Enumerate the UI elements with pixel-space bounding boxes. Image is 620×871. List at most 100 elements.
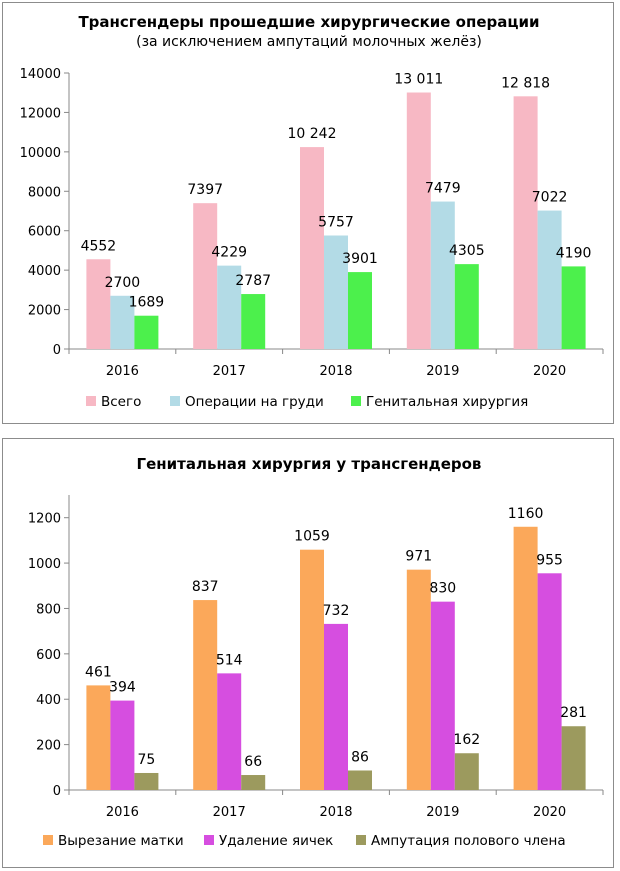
- y-tick-label: 6000: [28, 225, 61, 240]
- data-label: 837: [192, 579, 219, 595]
- legend-entry: Генитальная хирургия: [366, 394, 528, 410]
- data-label: 514: [216, 652, 243, 668]
- bar: [86, 259, 111, 349]
- bar: [430, 201, 455, 349]
- bar: [348, 272, 372, 349]
- bar: [110, 295, 135, 349]
- bar: [454, 753, 479, 790]
- y-tick-label: 12000: [20, 106, 61, 121]
- x-tick-label: 2017: [213, 364, 246, 379]
- legend-entry: Вырезание матки: [58, 833, 184, 849]
- data-label: 7022: [532, 190, 568, 206]
- bar: [241, 294, 266, 349]
- chart-panel-1: Трансгендеры прошедшие хирургические опе…: [2, 2, 614, 424]
- data-label: 4229: [211, 245, 247, 261]
- bar: [324, 235, 348, 349]
- bar: [300, 549, 324, 790]
- bar: [193, 203, 218, 349]
- bar: [134, 315, 159, 349]
- data-label: 394: [109, 680, 136, 696]
- y-tick-label: 4000: [28, 264, 61, 279]
- bar: [561, 266, 586, 349]
- data-label: 1059: [294, 529, 330, 545]
- bar: [537, 573, 562, 790]
- data-label: 7479: [425, 181, 461, 197]
- legend-entry: Операции на груди: [185, 394, 324, 410]
- y-tick-label: 10000: [20, 146, 61, 161]
- data-label: 162: [453, 732, 480, 748]
- chart-subtitle: (за исключением ампутаций молочных желёз…: [136, 34, 482, 50]
- legend-entry: Ампутация полового члена: [371, 833, 566, 849]
- data-label: 5757: [318, 215, 354, 231]
- data-label: 7397: [187, 182, 223, 198]
- y-tick-label: 8000: [28, 185, 61, 200]
- y-tick-label: 600: [36, 648, 61, 663]
- legend-swatch: [351, 396, 361, 406]
- data-label: 1160: [508, 506, 544, 522]
- bar: [513, 96, 538, 350]
- legend-swatch: [43, 835, 53, 845]
- x-tick-label: 2017: [213, 805, 246, 820]
- chart-title: Трансгендеры прошедшие хирургические опе…: [78, 13, 539, 31]
- y-tick-label: 2000: [28, 304, 61, 319]
- y-tick-label: 1200: [28, 512, 61, 527]
- legend-swatch: [356, 835, 366, 845]
- x-tick-label: 2019: [426, 805, 459, 820]
- bar: [430, 601, 455, 790]
- bar: [217, 265, 242, 349]
- bar: [134, 772, 159, 790]
- bar: [300, 147, 324, 349]
- x-tick-label: 2020: [533, 805, 566, 820]
- legend-swatch: [86, 396, 96, 406]
- data-label: 830: [429, 581, 456, 597]
- data-label: 461: [85, 664, 112, 680]
- data-label: 4305: [449, 243, 485, 259]
- data-label: 1689: [129, 295, 165, 311]
- genital-surgery-chart: Генитальная хирургия у трансгендеров 0 200…: [28, 455, 604, 849]
- data-label: 3901: [342, 251, 378, 267]
- legend-swatch: [170, 396, 180, 406]
- bar: [537, 210, 562, 349]
- data-label: 955: [536, 552, 563, 568]
- bar: [348, 770, 372, 790]
- data-label: 971: [405, 549, 432, 565]
- y-tick-label: 0: [53, 784, 61, 799]
- y-tick-label: 400: [36, 693, 61, 708]
- data-label: 10 242: [288, 126, 337, 142]
- data-label: 4190: [556, 245, 592, 261]
- x-tick-label: 2019: [426, 364, 459, 379]
- y-tick-label: 800: [36, 602, 61, 617]
- bar: [406, 569, 431, 790]
- x-tick-label: 2016: [106, 364, 139, 379]
- bar: [110, 700, 135, 790]
- legend-entry: Удаление яичек: [219, 833, 333, 849]
- y-tick-label: 0: [53, 343, 61, 358]
- chart-panel-2: Генитальная хирургия у трансгендеров 0 200…: [2, 438, 614, 868]
- bar: [454, 264, 479, 349]
- data-label: 2700: [105, 275, 141, 291]
- y-tick-label: 14000: [20, 67, 61, 82]
- data-label: 281: [560, 705, 587, 721]
- data-label: 13 011: [394, 71, 443, 87]
- bar: [561, 726, 586, 790]
- data-label: 75: [137, 752, 155, 768]
- bar: [193, 600, 218, 790]
- bar: [241, 775, 266, 790]
- y-tick-label: 200: [36, 739, 61, 754]
- legend-swatch: [204, 835, 214, 845]
- bar: [406, 92, 431, 349]
- surgeries-chart: Трансгендеры прошедшие хирургические опе…: [20, 13, 604, 410]
- data-label: 732: [323, 603, 350, 619]
- data-label: 4552: [81, 238, 117, 254]
- bar: [324, 623, 348, 790]
- y-tick-label: 1000: [28, 557, 61, 572]
- data-label: 86: [351, 749, 369, 765]
- x-tick-label: 2018: [319, 805, 352, 820]
- data-label: 12 818: [501, 75, 550, 91]
- x-tick-label: 2016: [106, 805, 139, 820]
- data-label: 2787: [235, 273, 271, 289]
- x-tick-label: 2020: [533, 364, 566, 379]
- chart-title: Генитальная хирургия у трансгендеров: [137, 455, 482, 473]
- data-label: 66: [244, 754, 262, 770]
- bar: [86, 685, 111, 790]
